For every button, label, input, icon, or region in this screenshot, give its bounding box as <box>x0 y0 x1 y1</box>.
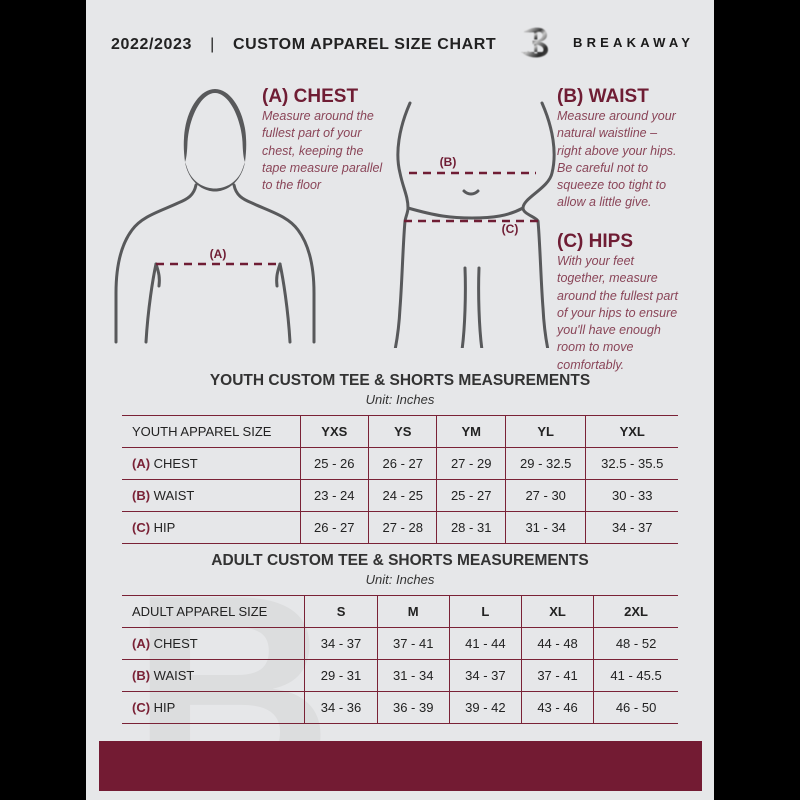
svg-text:(B): (B) <box>440 155 457 169</box>
svg-text:(C): (C) <box>502 222 519 236</box>
svg-text:(A): (A) <box>210 247 227 261</box>
